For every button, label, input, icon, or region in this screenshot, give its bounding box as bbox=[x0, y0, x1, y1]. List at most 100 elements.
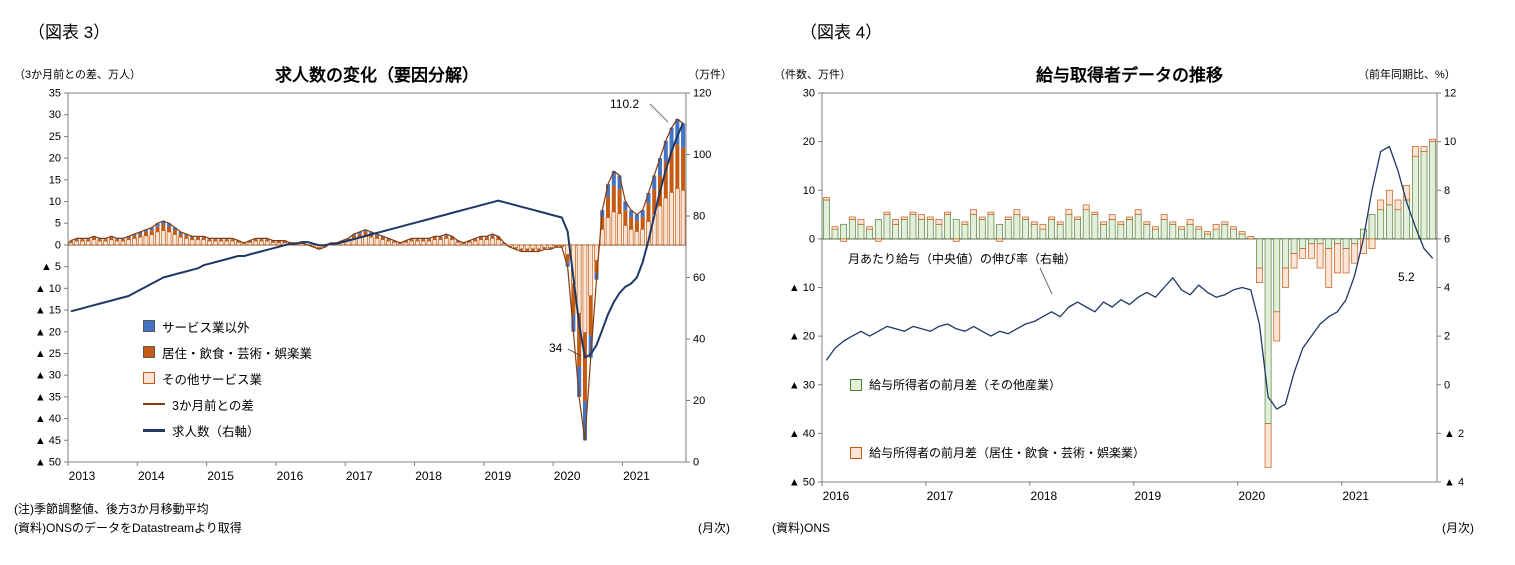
legend-label: 3か月前との差 bbox=[172, 398, 254, 413]
legend-item-non-services: サービス業以外 bbox=[143, 313, 312, 339]
svg-text:2014: 2014 bbox=[138, 469, 165, 483]
svg-text:▲ 10: ▲ 10 bbox=[789, 282, 815, 294]
svg-text:60: 60 bbox=[693, 272, 705, 284]
right-axis-caption: （万件） bbox=[688, 69, 732, 81]
svg-text:2: 2 bbox=[1444, 331, 1450, 343]
svg-text:▲ 30: ▲ 30 bbox=[35, 370, 61, 382]
left-axis-caption: （3か月前との差、万人） bbox=[14, 69, 142, 81]
svg-text:5: 5 bbox=[55, 218, 61, 230]
svg-text:▲ 45: ▲ 45 bbox=[35, 435, 61, 447]
svg-text:▲ 50: ▲ 50 bbox=[35, 457, 61, 469]
figure-label-4: （図表 4） bbox=[800, 23, 883, 42]
note-source-right: (資料)ONS bbox=[772, 521, 830, 535]
svg-text:6: 6 bbox=[1444, 233, 1450, 245]
svg-text:4: 4 bbox=[1444, 282, 1450, 294]
svg-text:▲ 15: ▲ 15 bbox=[35, 305, 61, 317]
note-seasonal-adjustment: (注)季節調整値、後方3か月移動平均 bbox=[14, 502, 209, 516]
svg-text:10: 10 bbox=[1444, 136, 1456, 148]
legend-label: 求人数（右軸） bbox=[172, 424, 260, 439]
svg-text:▲ 25: ▲ 25 bbox=[35, 348, 61, 360]
svg-text:▲ 10: ▲ 10 bbox=[35, 283, 61, 295]
svg-text:8: 8 bbox=[1444, 185, 1450, 197]
legend-label: その他サービス業 bbox=[162, 372, 263, 387]
svg-text:▲ 40: ▲ 40 bbox=[35, 413, 61, 425]
svg-text:35: 35 bbox=[49, 88, 61, 100]
vacancies-line-swatch-icon bbox=[143, 428, 165, 432]
panel-vacancies: （図表 3） （3か月前との差、万人） 求人数の変化（要因分解） （万件） 35… bbox=[0, 0, 750, 565]
other-industries-swatch-icon bbox=[850, 378, 862, 391]
svg-text:▲ 35: ▲ 35 bbox=[35, 391, 61, 403]
frequency-label-right: (月次) bbox=[1442, 521, 1474, 535]
svg-text:110.2: 110.2 bbox=[610, 97, 639, 111]
hospitality-swatch-icon bbox=[143, 346, 155, 358]
diff-line-swatch-icon bbox=[143, 403, 165, 405]
legend-label: 給与所得者の前月差（その他産業） bbox=[869, 378, 1062, 392]
right-axis-caption: （前年同期比、%） bbox=[1358, 69, 1456, 81]
svg-text:2018: 2018 bbox=[1031, 489, 1058, 503]
legend-label: 居住・飲食・芸術・娯楽業 bbox=[162, 346, 313, 361]
svg-text:30: 30 bbox=[803, 88, 815, 100]
svg-text:10: 10 bbox=[803, 185, 815, 197]
svg-text:▲ 5: ▲ 5 bbox=[41, 261, 61, 273]
svg-text:2020: 2020 bbox=[1238, 489, 1265, 503]
legend-item-3m-diff: 3か月前との差 bbox=[143, 391, 312, 417]
svg-text:▲ 20: ▲ 20 bbox=[35, 326, 61, 338]
note-source-left: (資料)ONSのデータをDatastreamより取得 bbox=[14, 521, 242, 535]
left-axis-caption: （件数、万件） bbox=[774, 69, 851, 81]
svg-text:2017: 2017 bbox=[346, 469, 373, 483]
svg-text:25: 25 bbox=[49, 131, 61, 143]
svg-text:120: 120 bbox=[693, 88, 711, 100]
svg-text:2021: 2021 bbox=[623, 469, 650, 483]
legend-label: サービス業以外 bbox=[162, 320, 250, 335]
svg-text:0: 0 bbox=[693, 457, 699, 469]
svg-text:20: 20 bbox=[803, 136, 815, 148]
chart-title-payroll: 給与取得者データの推移 bbox=[1036, 66, 1223, 85]
legend-item-other-industries: 給与所得者の前月差（その他産業） bbox=[850, 376, 1061, 393]
non-services-swatch-icon bbox=[143, 320, 155, 332]
svg-text:10: 10 bbox=[49, 196, 61, 208]
svg-text:▲ 20: ▲ 20 bbox=[789, 331, 815, 343]
svg-text:▲ 50: ▲ 50 bbox=[789, 477, 815, 489]
legend-item-hospitality-payroll: 給与所得者の前月差（居住・飲食・芸術・娯楽業） bbox=[850, 444, 1145, 461]
svg-text:20: 20 bbox=[693, 395, 705, 407]
svg-text:30: 30 bbox=[49, 109, 61, 121]
svg-text:▲ 2: ▲ 2 bbox=[1444, 428, 1464, 440]
svg-text:15: 15 bbox=[49, 174, 61, 186]
svg-text:2015: 2015 bbox=[207, 469, 234, 483]
frequency-label-left: (月次) bbox=[698, 521, 730, 535]
pay-growth-inline-label: 月あたり給与（中央値）の伸び率（右軸） bbox=[848, 252, 1077, 266]
svg-text:2013: 2013 bbox=[69, 469, 96, 483]
svg-text:2018: 2018 bbox=[415, 469, 442, 483]
svg-text:0: 0 bbox=[55, 239, 61, 251]
svg-text:80: 80 bbox=[693, 211, 705, 223]
svg-text:▲ 30: ▲ 30 bbox=[789, 379, 815, 391]
svg-text:2020: 2020 bbox=[554, 469, 581, 483]
other-services-swatch-icon bbox=[143, 372, 155, 384]
figure-label-3: （図表 3） bbox=[28, 23, 111, 42]
svg-text:0: 0 bbox=[1444, 379, 1450, 391]
legend-item-vacancies-line: 求人数（右軸） bbox=[143, 417, 312, 443]
chart-title-vacancies: 求人数の変化（要因分解） bbox=[275, 66, 479, 85]
svg-text:▲ 40: ▲ 40 bbox=[789, 428, 815, 440]
svg-text:5.2: 5.2 bbox=[1398, 270, 1415, 284]
svg-text:2017: 2017 bbox=[927, 489, 954, 503]
svg-text:40: 40 bbox=[693, 334, 705, 346]
legend-label: 給与所得者の前月差（居住・飲食・芸術・娯楽業） bbox=[869, 446, 1146, 460]
svg-text:2016: 2016 bbox=[823, 489, 850, 503]
svg-text:100: 100 bbox=[693, 149, 711, 161]
svg-text:▲ 4: ▲ 4 bbox=[1444, 477, 1464, 489]
svg-text:34: 34 bbox=[549, 341, 563, 355]
hospitality-payroll-swatch-icon bbox=[850, 446, 862, 459]
svg-text:20: 20 bbox=[49, 153, 61, 165]
svg-text:2019: 2019 bbox=[484, 469, 511, 483]
panel-payroll: （図表 4） （件数、万件） 給与取得者データの推移 （前年同期比、%） 30 2… bbox=[760, 0, 1515, 565]
legend-item-hospitality: 居住・飲食・芸術・娯楽業 bbox=[143, 339, 312, 365]
svg-text:2019: 2019 bbox=[1134, 489, 1161, 503]
vacancies-legend: サービス業以外 居住・飲食・芸術・娯楽業 その他サービス業 3か月前との差 求人… bbox=[143, 313, 312, 443]
svg-text:2021: 2021 bbox=[1342, 489, 1369, 503]
legend-item-other-services: その他サービス業 bbox=[143, 365, 312, 391]
svg-text:12: 12 bbox=[1444, 88, 1456, 100]
